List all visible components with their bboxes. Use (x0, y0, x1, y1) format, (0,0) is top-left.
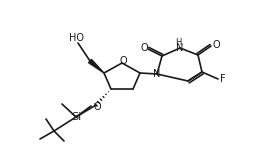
Text: O: O (212, 40, 220, 50)
Text: F: F (220, 74, 226, 84)
Text: O: O (119, 56, 127, 66)
Text: N: N (176, 43, 184, 53)
Text: Si: Si (71, 112, 81, 122)
Text: H: H (175, 38, 181, 47)
Text: HO: HO (69, 33, 84, 43)
Text: O: O (140, 43, 148, 53)
Text: N: N (153, 69, 161, 79)
Text: O: O (93, 102, 101, 112)
Polygon shape (89, 59, 104, 73)
